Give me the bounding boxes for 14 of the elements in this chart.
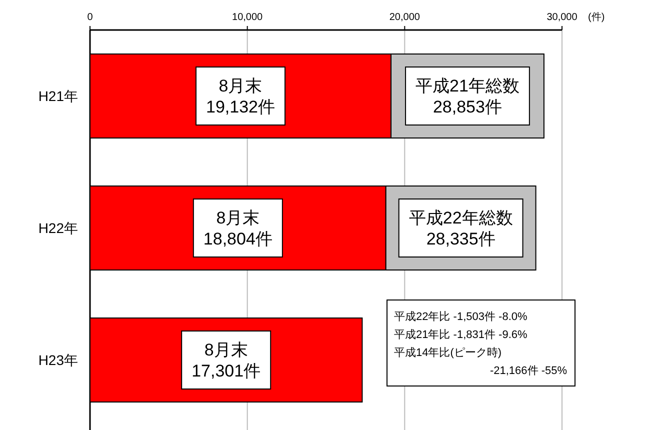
- annotation: 平成22年比 -1,503件 -8.0% 平成21年比 -1,831件 -9.6% 平成14年比(ピーク時) -21,166件 -55%: [394, 310, 568, 377]
- x-axis-title: (件): [588, 12, 605, 23]
- y-tick-label: H21年: [38, 88, 78, 104]
- y-tick-label: H23年: [38, 352, 78, 368]
- data-label: 平成22年総数 28,335件: [408, 208, 513, 248]
- data-label: 8月末 18,804件: [203, 208, 272, 248]
- data-label: 平成21年総数 28,853件: [416, 76, 520, 116]
- data-label: 8月末 19,132件: [206, 76, 276, 116]
- x-tick-label: 0: [87, 12, 94, 23]
- x-tick-label: 20,000: [389, 12, 420, 23]
- data-label: 8月末 17,301件: [192, 340, 261, 380]
- y-tick-label: H22年: [38, 220, 78, 236]
- x-tick-label: 30,000: [546, 12, 578, 23]
- x-tick-label: 10,000: [232, 12, 264, 23]
